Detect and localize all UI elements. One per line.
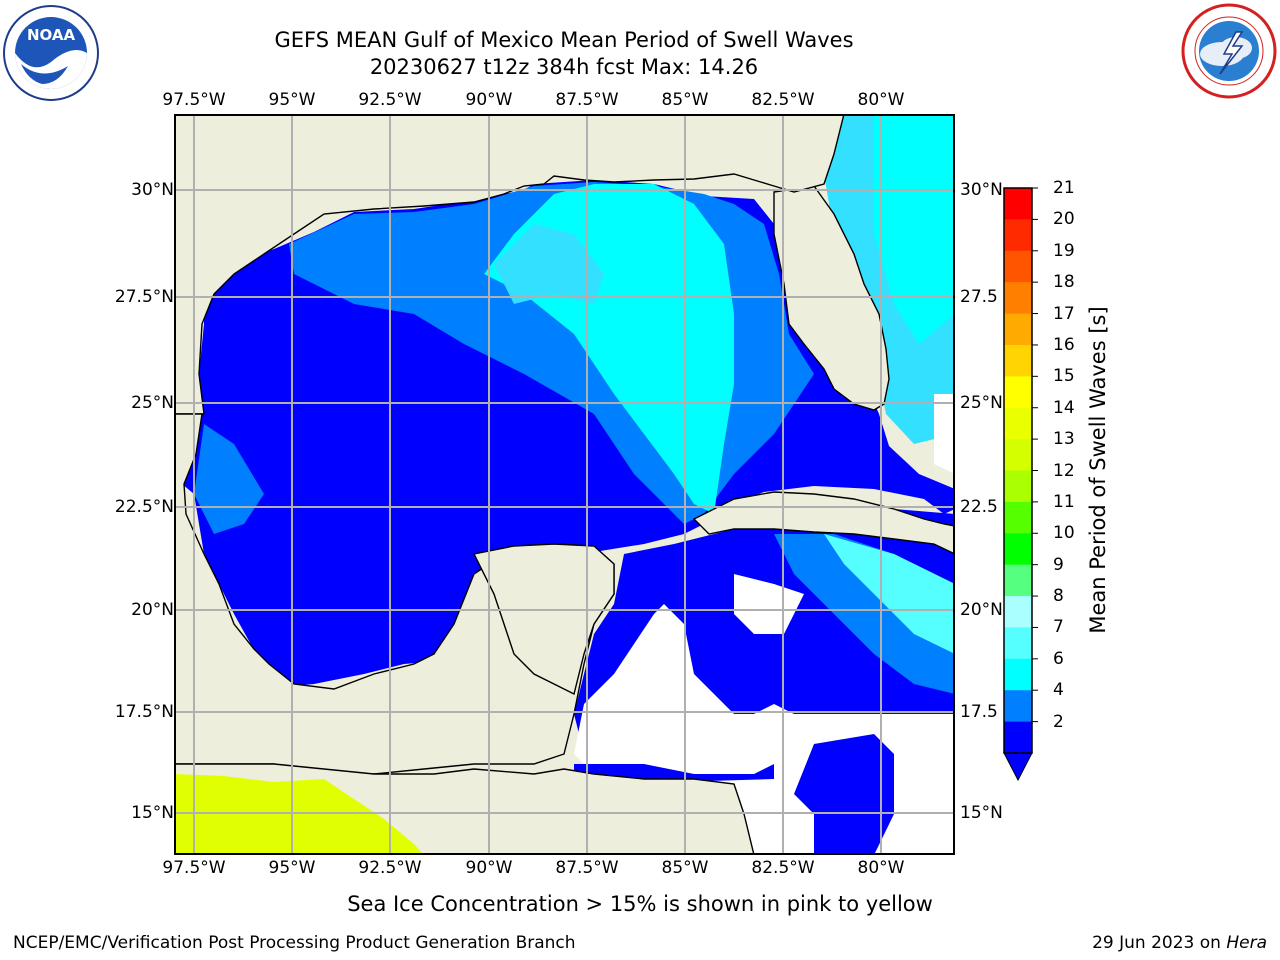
branch-credit: NCEP/EMC/Verification Post Processing Pr…: [13, 933, 576, 953]
colorbar-band: [1004, 501, 1032, 534]
lon-tick-bottom: 97.5°W: [162, 858, 226, 878]
lon-tick-top: 95°W: [268, 90, 316, 110]
colorbar-tick-label: 13: [1053, 429, 1075, 450]
lat-tick-right: 30°N: [960, 180, 1003, 200]
colorbar-band: [1004, 658, 1032, 691]
colorbar-band: [1004, 219, 1032, 252]
lon-tick-bottom: 80°W: [857, 858, 905, 878]
colorbar-band: [1004, 596, 1032, 628]
colorbar-extend-arrow: [1003, 752, 1033, 782]
colorbar-tick-label: 16: [1053, 334, 1075, 355]
colorbar-tick-label: 21: [1053, 178, 1075, 198]
colorbar-tick-label: 8: [1053, 586, 1064, 607]
lat-tick-right: 27.5: [960, 287, 998, 307]
caribbean-deep-patch-2: [794, 734, 894, 855]
lon-tick-bottom: 82.5°W: [751, 858, 815, 878]
lat-tick-left: 27.5°N: [114, 287, 174, 307]
colorbar-band: [1004, 282, 1032, 315]
no-data-patch-3: [934, 394, 955, 474]
nws-logo: [1180, 2, 1278, 100]
colorbar-tick-label: 6: [1053, 648, 1064, 669]
lon-tick-top: 80°W: [857, 90, 905, 110]
no-data-patch-2: [734, 574, 804, 634]
lat-tick-left: 17.5°N: [114, 702, 174, 722]
lat-tick-right: 15°N: [960, 803, 1003, 823]
sea-ice-note: Sea Ice Concentration > 15% is shown in …: [0, 892, 1280, 916]
noaa-logo-text: NOAA: [27, 26, 76, 44]
colorbar-tick-label: 11: [1053, 491, 1075, 512]
colorbar-band: [1004, 250, 1032, 283]
run-date-text: 29 Jun 2023 on: [1092, 933, 1221, 953]
graticule: [174, 114, 955, 855]
colorbar-band: [1004, 188, 1032, 220]
colorbar-band: [1004, 313, 1032, 346]
colorbar-band: [1004, 439, 1032, 471]
lon-tick-top: 92.5°W: [358, 90, 422, 110]
lat-tick-right: 20°N: [960, 600, 1003, 620]
colorbar-band: [1004, 690, 1032, 723]
run-host: Hera: [1226, 933, 1267, 953]
chart-subtitle: 20230627 t12z 384h fcst Max: 14.26: [369, 55, 759, 79]
colorbar: [1003, 187, 1038, 782]
colorbar-tick-label: 20: [1053, 209, 1075, 230]
lon-tick-top: 90°W: [465, 90, 513, 110]
colorbar-band: [1004, 564, 1032, 597]
colorbar-tick-label: 19: [1053, 240, 1075, 261]
colorbar-tick-label: 15: [1053, 366, 1075, 387]
lon-tick-bottom: 92.5°W: [358, 858, 422, 878]
map-frame: [174, 114, 955, 855]
colorbar-band: [1004, 533, 1032, 566]
colorbar-tick-label: 12: [1053, 460, 1075, 481]
lon-tick-top: 87.5°W: [555, 90, 619, 110]
lon-tick-bottom: 85°W: [661, 858, 709, 878]
lat-tick-right: 17.5: [960, 702, 998, 722]
lon-tick-top: 97.5°W: [162, 90, 226, 110]
yucatan-land: [472, 543, 615, 696]
sea-ice-pacific: [174, 774, 424, 855]
colorbar-tick-label: 10: [1053, 523, 1075, 544]
colorbar-label: Mean Period of Swell Waves [s]: [1086, 306, 1110, 634]
colorbar-tick-label: 9: [1053, 554, 1064, 575]
lon-tick-bottom: 95°W: [268, 858, 316, 878]
lat-tick-left: 20°N: [131, 600, 174, 620]
atlantic-cyan-band: [874, 114, 955, 344]
lat-tick-left: 15°N: [131, 803, 174, 823]
colorbar-tick-label: 18: [1053, 272, 1075, 293]
lon-tick-top: 85°W: [661, 90, 709, 110]
lat-tick-left: 30°N: [131, 180, 174, 200]
colorbar-tick-label: 4: [1053, 680, 1064, 701]
colorbar-band: [1004, 470, 1032, 503]
chart-title: GEFS MEAN Gulf of Mexico Mean Period of …: [274, 28, 854, 52]
noaa-logo: NOAA: [2, 4, 100, 102]
colorbar-band: [1004, 627, 1032, 660]
colorbar-band: [1004, 376, 1032, 409]
lon-tick-bottom: 90°W: [465, 858, 513, 878]
lat-tick-right: 22.5: [960, 497, 998, 517]
colorbar-tick-label: 17: [1053, 303, 1075, 324]
lon-tick-top: 82.5°W: [751, 90, 815, 110]
lat-tick-left: 25°N: [131, 393, 174, 413]
colorbar-tick-label: 7: [1053, 617, 1064, 638]
run-date: 29 Jun 2023 on Hera: [1092, 933, 1267, 953]
swell-band-6s-edge: [494, 224, 604, 304]
swell-band-caribbean-cyan: [824, 534, 955, 654]
lat-tick-right: 25°N: [960, 393, 1003, 413]
lat-tick-left: 22.5°N: [114, 497, 174, 517]
colorbar-band: [1004, 344, 1032, 377]
gulf-map: [174, 114, 955, 855]
colorbar-band: [1004, 407, 1032, 440]
colorbar-tick-label: 2: [1053, 711, 1064, 732]
colorbar-band: [1004, 721, 1032, 754]
lon-tick-bottom: 87.5°W: [555, 858, 619, 878]
sea-ice-note-text: Sea Ice Concentration > 15% is shown in …: [347, 892, 933, 916]
colorbar-tick-label: 14: [1053, 397, 1075, 418]
